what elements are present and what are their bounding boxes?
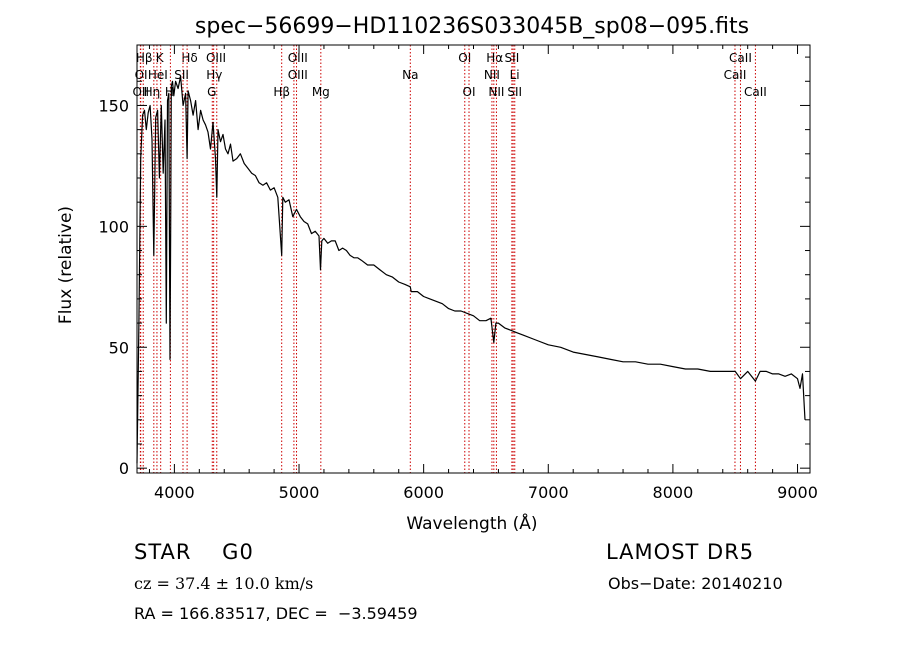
- marker-label-20: H: [165, 85, 174, 99]
- marker-label-11: SII: [174, 68, 189, 82]
- obs-date: Obs−Date: 20140210: [608, 574, 783, 593]
- marker-label-4: OIII: [288, 51, 308, 65]
- marker-label-26: SII: [507, 85, 522, 99]
- plot-axes: 4000 5000 6000 7000 8000 9000 0 50 100 150: [98, 44, 818, 502]
- x-tick-label-0: 4000: [154, 483, 195, 502]
- marker-label-24: OI: [463, 85, 476, 99]
- marker-label-12: Hγ: [206, 68, 222, 82]
- marker-label-23: Mg: [312, 85, 330, 99]
- y-tick-label-3: 150: [98, 96, 129, 115]
- spectrum-series: [136, 75, 806, 464]
- marker-label-10: HeI: [148, 68, 168, 82]
- marker-label-8: CaII: [729, 51, 752, 65]
- marker-label-27: CaII: [744, 85, 767, 99]
- coordinates: RA = 166.83517, DEC = −3.59459: [134, 604, 418, 623]
- marker-label-3: OIII: [206, 51, 226, 65]
- marker-label-1: K: [156, 51, 165, 65]
- y-tick-label-0: 0: [119, 459, 129, 478]
- cz-value: cz = 37.4 ± 10.0 km/s: [134, 574, 314, 593]
- x-tick-label-1: 5000: [279, 483, 320, 502]
- x-tick-label-3: 7000: [528, 483, 569, 502]
- marker-label-6: Hα: [486, 51, 503, 65]
- marker-label-22: Hβ: [273, 85, 290, 99]
- marker-label-19: Hη: [144, 85, 161, 99]
- x-axis-label: Wavelength (Å): [406, 512, 537, 534]
- marker-label-13: OIII: [288, 68, 308, 82]
- marker-label-7: SII: [505, 51, 520, 65]
- marker-label-16: Li: [510, 68, 520, 82]
- survey-label: LAMOST DR5: [606, 540, 755, 564]
- y-tick-label-2: 100: [98, 217, 129, 236]
- marker-label-0: Hβ: [136, 51, 153, 65]
- x-tick-label-4: 8000: [653, 483, 694, 502]
- marker-label-9: OI: [135, 68, 148, 82]
- marker-label-2: Hδ: [181, 51, 197, 65]
- marker-label-15: NII: [484, 68, 500, 82]
- x-tick-label-5: 9000: [777, 483, 818, 502]
- marker-label-17: CaII: [724, 68, 747, 82]
- x-tick-label-2: 6000: [403, 483, 444, 502]
- y-axis-label: Flux (relative): [56, 206, 76, 324]
- class-label: STAR G0: [134, 540, 254, 564]
- chart-title: spec−56699−HD110236S033045B_sp08−095.fit…: [195, 14, 749, 39]
- marker-label-14: Na: [402, 68, 418, 82]
- marker-label-5: OI: [458, 51, 471, 65]
- plot-frame: [136, 44, 811, 474]
- series-line-0: [136, 75, 806, 464]
- marker-label-25: NII: [488, 85, 504, 99]
- y-tick-label-1: 50: [109, 338, 129, 357]
- marker-label-21: G: [207, 85, 216, 99]
